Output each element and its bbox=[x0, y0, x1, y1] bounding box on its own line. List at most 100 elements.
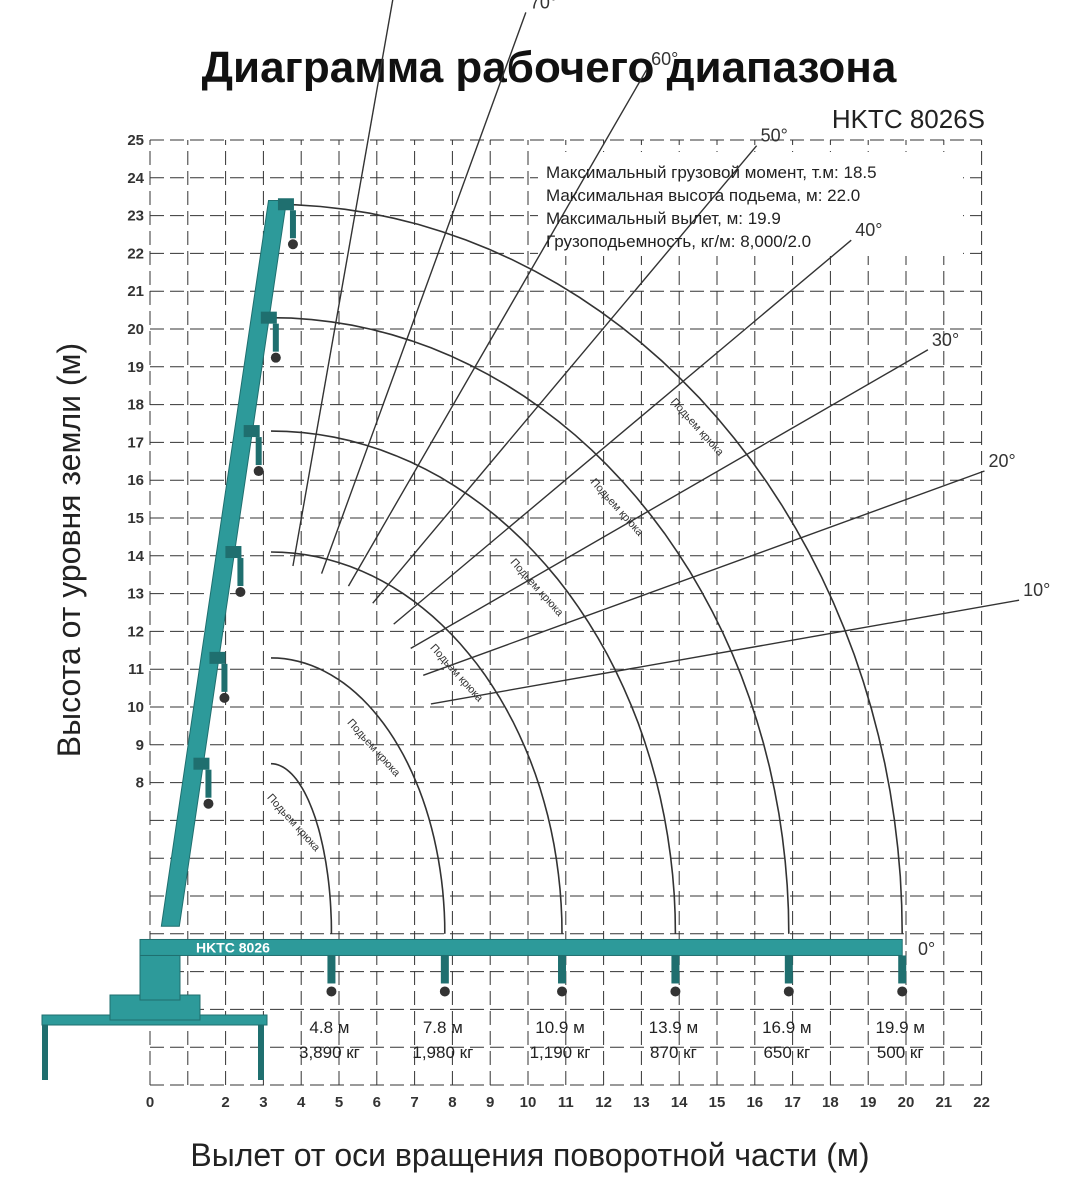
y-tick-label: 13 bbox=[127, 586, 144, 603]
y-tick-label: 24 bbox=[127, 170, 144, 187]
hook-curve-label: Подьем крюка bbox=[345, 717, 403, 780]
boom-angle-lines: 0°10°20°30°40°50°60°70°80° bbox=[292, 0, 1050, 959]
capacity-load: 1,190 кг bbox=[530, 1043, 591, 1062]
spec-line: Максимальный грузовой момент, т.м: 18.5 bbox=[546, 163, 877, 182]
x-tick-label: 15 bbox=[709, 1094, 726, 1111]
y-tick-label: 23 bbox=[127, 208, 144, 225]
hook-block bbox=[558, 955, 567, 984]
y-axis-label: Высота от уровня земли (м) bbox=[51, 343, 87, 757]
x-tick-label: 18 bbox=[822, 1094, 839, 1111]
x-tick-label: 10 bbox=[520, 1094, 537, 1111]
capacity-load: 1,980 кг bbox=[412, 1043, 473, 1062]
angle-label: 70° bbox=[530, 0, 557, 12]
hook-block bbox=[784, 955, 793, 984]
y-tick-label: 12 bbox=[127, 623, 144, 640]
hook-block bbox=[671, 955, 680, 984]
axis-ticks: 0 2 3 4 5 6 7 8 9 10 11 12 13 14 15 16 17 18 19 20 21 2289101… bbox=[127, 132, 990, 1111]
capacity-reach: 10.9 м bbox=[535, 1018, 585, 1037]
hook-curve bbox=[270, 316, 790, 934]
hook-block bbox=[289, 210, 296, 239]
x-tick-label: 22 bbox=[973, 1094, 990, 1111]
hook bbox=[253, 466, 264, 477]
angle-label: 20° bbox=[988, 451, 1015, 471]
y-tick-label: 17 bbox=[127, 434, 144, 451]
capacity-load: 650 кг bbox=[763, 1043, 810, 1062]
hook bbox=[897, 986, 908, 997]
hook-block bbox=[205, 769, 212, 798]
x-tick-label: 12 bbox=[595, 1094, 612, 1111]
capacity-reach: 4.8 м bbox=[309, 1018, 349, 1037]
grid bbox=[149, 139, 983, 1086]
x-tick-label: 14 bbox=[671, 1094, 688, 1111]
hook-block bbox=[898, 955, 907, 984]
x-tick-label: 6 bbox=[373, 1094, 381, 1111]
hook-block bbox=[255, 437, 262, 466]
outrigger-leg-left bbox=[42, 1025, 48, 1080]
y-tick-label: 15 bbox=[127, 510, 144, 527]
hook bbox=[270, 352, 281, 363]
boom-angle-line bbox=[292, 0, 394, 567]
x-tick-label: 4 bbox=[297, 1094, 306, 1111]
capacity-load: 500 кг bbox=[877, 1043, 924, 1062]
hook-block bbox=[327, 955, 336, 984]
chart-title: Диаграмма рабочего диапазона bbox=[202, 43, 897, 92]
hook bbox=[235, 587, 246, 598]
x-tick-label: 2 bbox=[221, 1094, 229, 1111]
boom-angle-line bbox=[393, 239, 852, 625]
angle-label: 0° bbox=[918, 939, 935, 959]
hook-curve-label: Подьем крюка bbox=[427, 642, 485, 705]
x-tick-label: 20 bbox=[898, 1094, 915, 1111]
y-tick-label: 19 bbox=[127, 359, 144, 376]
y-tick-label: 18 bbox=[127, 397, 144, 414]
y-tick-label: 14 bbox=[127, 548, 144, 565]
model-label: HKTC 8026S bbox=[832, 104, 985, 134]
x-axis-label: Вылет от оси вращения поворотной части (… bbox=[190, 1137, 869, 1173]
x-tick-label: 11 bbox=[558, 1094, 574, 1111]
y-tick-label: 25 bbox=[127, 132, 144, 149]
hook-curve bbox=[270, 430, 677, 934]
crane-illustration: HKTC 8026 bbox=[41, 198, 908, 1080]
spec-line: Максимальный вылет, м: 19.9 bbox=[546, 209, 781, 228]
x-tick-label: 3 bbox=[259, 1094, 267, 1111]
hook-block bbox=[237, 558, 244, 587]
capacity-reach: 13.9 м bbox=[649, 1018, 699, 1037]
boom-section-joint bbox=[225, 546, 242, 559]
y-tick-label: 10 bbox=[127, 699, 144, 716]
x-tick-label: 7 bbox=[410, 1094, 418, 1111]
boom-angle-line bbox=[320, 12, 527, 574]
hook bbox=[557, 986, 568, 997]
boom-angle-line bbox=[372, 145, 758, 604]
angle-label: 30° bbox=[932, 330, 959, 350]
hook-curve bbox=[270, 657, 446, 934]
hook-curve-label: Подьем крюка bbox=[668, 396, 726, 459]
spec-line: Максимальная высота подьема, м: 22.0 bbox=[546, 186, 860, 205]
capacity-load: 870 кг bbox=[650, 1043, 697, 1062]
x-tick-label: 17 bbox=[784, 1094, 801, 1111]
hook bbox=[670, 986, 681, 997]
hook-curve bbox=[270, 551, 563, 934]
x-tick-label: 13 bbox=[633, 1094, 650, 1111]
angle-label: 60° bbox=[651, 49, 678, 69]
x-tick-label: 0 bbox=[146, 1094, 154, 1111]
capacity-reach: 7.8 м bbox=[423, 1018, 463, 1037]
angle-label: 10° bbox=[1023, 580, 1050, 600]
boom-raised bbox=[160, 199, 288, 927]
x-tick-label: 9 bbox=[486, 1094, 494, 1111]
spec-panel-background bbox=[538, 152, 963, 256]
hook bbox=[326, 986, 337, 997]
hook bbox=[219, 692, 230, 703]
x-tick-label: 8 bbox=[448, 1094, 456, 1111]
y-tick-label: 20 bbox=[127, 321, 144, 338]
hook-curves: Подьем крюка Подьем крюка Подьем крюка Подь… bbox=[264, 203, 903, 934]
x-tick-label: 5 bbox=[335, 1094, 343, 1111]
y-tick-label: 8 bbox=[136, 775, 144, 792]
y-tick-label: 16 bbox=[127, 472, 144, 489]
x-tick-label: 21 bbox=[935, 1094, 952, 1111]
boom-angle-line bbox=[430, 599, 1020, 705]
boom-section-joint bbox=[277, 198, 294, 211]
x-tick-label: 19 bbox=[860, 1094, 877, 1111]
boom-angle-line bbox=[347, 68, 648, 587]
hook-block bbox=[272, 323, 279, 352]
hook bbox=[783, 986, 794, 997]
